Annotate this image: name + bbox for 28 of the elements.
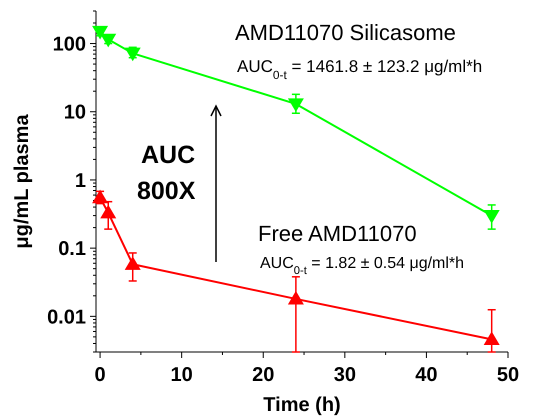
x-tick-label: 30 xyxy=(334,364,356,386)
point xyxy=(92,26,108,40)
y-tick-label: 1 xyxy=(74,170,86,192)
point xyxy=(100,34,116,48)
point xyxy=(124,48,141,62)
y-tick-label: 100 xyxy=(52,34,86,56)
series-label: Free AMD11070 xyxy=(258,221,417,246)
series-label: AMD11070 Silicasome xyxy=(235,20,456,45)
x-tick-label: 10 xyxy=(170,364,193,386)
point xyxy=(100,204,116,218)
y-axis-title: μg/mL plasma xyxy=(11,114,33,249)
annotation: AUC xyxy=(141,141,196,169)
x-axis-title: Time (h) xyxy=(263,394,341,416)
y-tick-label: 0.1 xyxy=(58,238,86,260)
x-tick-label: 20 xyxy=(252,364,274,386)
x-tick-label: 40 xyxy=(415,364,438,386)
annotation: 800X xyxy=(137,177,196,205)
point xyxy=(288,98,304,112)
point xyxy=(288,290,304,305)
annotation: AUC$_{0-t}$ = 1.82 ± 0.54 μg/ml*h xyxy=(260,255,464,277)
point xyxy=(124,256,141,270)
point xyxy=(484,331,500,345)
y-tick-label: 0.01 xyxy=(47,306,86,328)
annotation: AUC$_{0-t}$ = 1461.8 ± 123.2 μg/ml*h xyxy=(237,57,482,82)
x-tick-label: 0 xyxy=(94,364,106,386)
y-tick-label: 10 xyxy=(64,102,86,124)
point xyxy=(92,190,108,204)
x-tick-label: 50 xyxy=(496,364,520,386)
